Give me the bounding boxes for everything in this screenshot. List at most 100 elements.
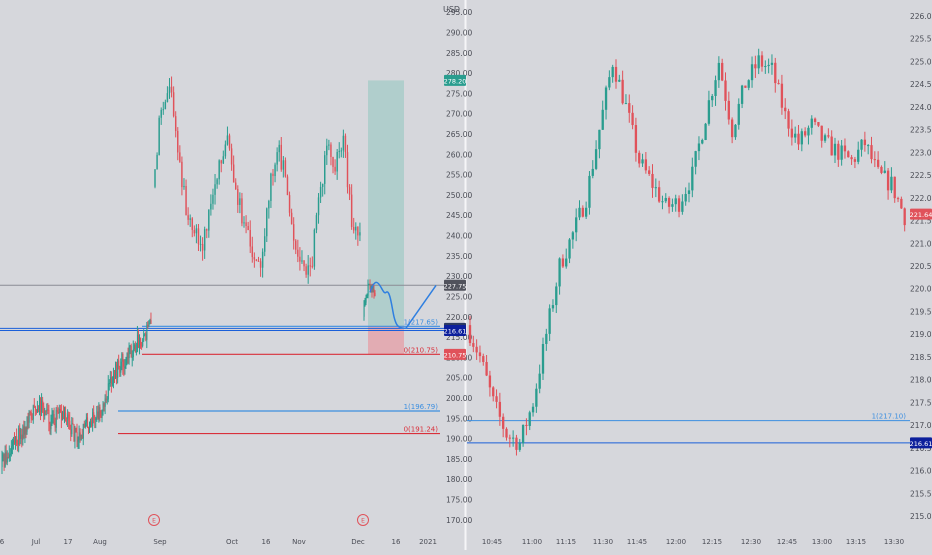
candle-body (324, 155, 326, 184)
candle-body (813, 118, 817, 123)
y-tick-label: 220.50 (910, 262, 932, 271)
candle-body (245, 222, 247, 227)
y-tick-label: 215.00 (446, 333, 472, 342)
candle-body (366, 295, 368, 297)
candle-body (624, 103, 628, 105)
candle-body (657, 187, 661, 202)
candle-body (241, 198, 243, 224)
candle-body (69, 420, 71, 430)
candle-body (561, 258, 565, 267)
candle-body (164, 101, 167, 110)
candle-body (671, 204, 674, 207)
x-tick-label: Oct (226, 538, 238, 546)
candle-body (170, 86, 173, 93)
candle-body (721, 62, 724, 81)
right-chart-panel[interactable]: 215.00 215.50 216.00 216.50 217.00 217.50 218.… (467, 12, 932, 546)
candle-body (644, 159, 648, 171)
candle-body (77, 440, 79, 442)
candle-body (896, 198, 900, 200)
candle-body (820, 125, 823, 141)
y-tick-label: 275.00 (446, 89, 472, 98)
candle-body (64, 412, 66, 419)
candle-body (558, 258, 561, 287)
x-tick-label: 11:00 (522, 538, 542, 546)
candle-body (2, 454, 4, 458)
candle-body (311, 265, 314, 267)
candle-body (197, 228, 200, 245)
candle-body (121, 353, 123, 362)
candle-body (263, 236, 266, 252)
candle-body (129, 345, 131, 347)
candle-body (255, 259, 258, 261)
candle-body (502, 416, 505, 429)
candle-body (290, 212, 293, 225)
y-tick-label: 250.00 (446, 191, 472, 200)
candle-body (334, 166, 336, 172)
left-chart-panel[interactable]: 170.00 175.00 180.00 185.00 190.00 195.00 200.… (0, 8, 472, 546)
candle-body (295, 240, 297, 250)
earnings-marker (148, 514, 160, 526)
candle-body (72, 423, 74, 425)
candle-body (34, 406, 36, 410)
candle-body (313, 229, 316, 267)
candle-body (282, 160, 285, 170)
earnings-marker-label: E (361, 518, 365, 525)
candle-body (292, 224, 295, 241)
candle-body (108, 382, 110, 384)
candle-body (367, 285, 369, 296)
candle-body (284, 160, 287, 177)
y-tick-label: 190.00 (446, 435, 472, 444)
candle-body (373, 288, 375, 293)
candle-body (594, 149, 598, 169)
candle-body (147, 324, 149, 326)
candle-body (478, 352, 482, 357)
candle-body (621, 79, 624, 104)
candle-body (218, 160, 220, 180)
candle-body (565, 258, 568, 267)
price-label: 210.75 (444, 351, 467, 359)
candle-body (307, 265, 309, 275)
candle-body (148, 323, 150, 326)
candle-body (120, 361, 122, 373)
candle-body (117, 360, 119, 378)
candle-body (149, 320, 151, 324)
candle-body (249, 230, 251, 247)
candle-body (498, 401, 502, 417)
candle-body (224, 144, 227, 157)
candle-body (222, 156, 225, 164)
candle-body (73, 424, 75, 442)
candle-body (750, 64, 754, 81)
candle-body (270, 173, 272, 202)
candle-body (75, 428, 77, 432)
candle-body (873, 159, 876, 161)
candle-body (138, 334, 140, 347)
candle-body (518, 443, 521, 450)
candle-body (40, 398, 42, 412)
candle-body (3, 454, 5, 467)
candle-body (126, 353, 128, 358)
candle-body (16, 436, 18, 444)
candle-body (115, 364, 117, 378)
y-tick-label: 245.00 (446, 211, 472, 220)
y-tick-label: 265.00 (446, 130, 472, 139)
candle-body (581, 207, 584, 217)
candle-body (604, 87, 608, 110)
candle-body (648, 170, 651, 174)
candle-body (136, 351, 138, 353)
candle-body (538, 373, 541, 389)
candle-body (7, 457, 9, 459)
candle-body (664, 197, 667, 202)
y-tick-label: 205.00 (446, 374, 472, 383)
candle-body (41, 400, 43, 412)
candle-body (141, 344, 143, 346)
x-tick-label: Jul (31, 538, 41, 546)
candle-body (545, 333, 548, 344)
candle-body (468, 325, 472, 344)
y-tick-label: 175.00 (446, 496, 472, 505)
candle-body (336, 151, 338, 172)
candle-body (118, 360, 120, 367)
y-tick-label: 218.50 (910, 353, 932, 362)
y-tick-label: 270.00 (446, 110, 472, 119)
candle-body (112, 383, 114, 385)
